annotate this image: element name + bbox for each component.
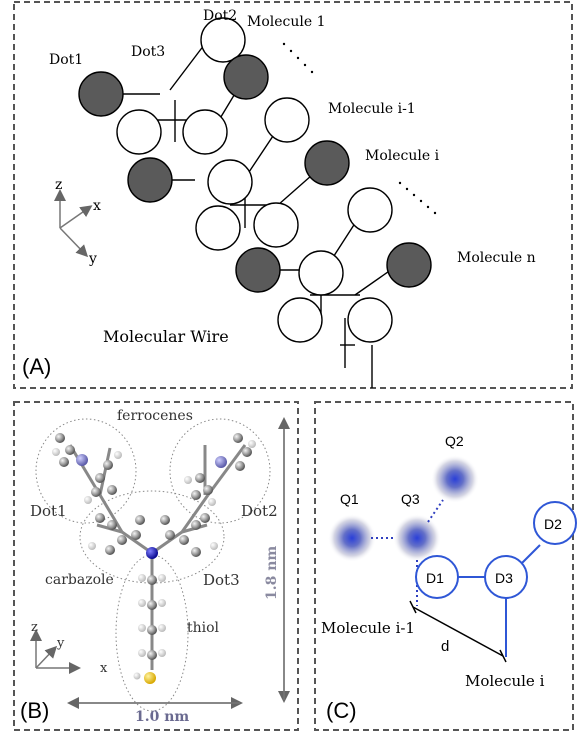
label-molecule-i-minus-1: Molecule i-1 [328, 101, 416, 117]
panel-a: Dot1 Dot2 Dot3 Molecule 1 Molecule i-1 M… [13, 1, 573, 389]
axes-b [30, 629, 81, 674]
label-q3: Q3 [401, 491, 420, 507]
label-b-dot1: Dot1 [30, 502, 67, 520]
ellipsis-dots [282, 42, 437, 215]
label-molecule-i: Molecule i [365, 148, 440, 164]
label-dot1: Dot1 [49, 52, 83, 68]
axis-a-z: z [55, 177, 62, 193]
axis-b-y: y [56, 636, 65, 651]
panel-b-frame [13, 401, 299, 731]
dot-open-m4a [277, 297, 323, 343]
label-q2: Q2 [445, 433, 464, 449]
panel-c-frame [314, 401, 574, 731]
d3-circle [484, 555, 528, 599]
label-ferrocenes: ferrocenes [117, 408, 193, 424]
dot-open-m3a [298, 250, 344, 296]
d2-circle [533, 501, 577, 545]
label-width: 1.0 nm [135, 709, 189, 725]
panel-a-frame [13, 1, 573, 389]
label-height: 1.8 nm [264, 546, 280, 600]
dimension-arrows [67, 417, 290, 709]
dot-open-m2top [264, 97, 310, 143]
axes-a [54, 189, 93, 258]
ferrocene-right [184, 433, 256, 506]
panel-a-label: (A) [22, 354, 51, 379]
label-thiol: thiol [187, 620, 220, 636]
label-d2: D2 [544, 516, 562, 532]
dot-filled-m3b [386, 242, 432, 288]
dot-open-m2c [195, 205, 241, 251]
axis-a-y: y [88, 251, 97, 267]
panel-b-label: (B) [20, 698, 49, 723]
label-distance-d: d [441, 638, 449, 655]
dot-filled-m1b [223, 54, 269, 100]
ferrocene-left [52, 433, 122, 504]
q3-site [393, 514, 441, 562]
label-dot3: Dot3 [131, 44, 165, 60]
dot1-filled [78, 71, 124, 117]
panel-a-title: Molecular Wire [103, 327, 229, 346]
dot-open-m4b [347, 297, 393, 343]
dot-open-m1a [116, 109, 162, 155]
label-carbazole: carbazole [45, 572, 114, 588]
dotted-links [371, 499, 444, 606]
label-c-molecule-i-minus-1: Molecule i-1 [321, 619, 415, 637]
wire-dots [78, 17, 432, 343]
dot-filled-m3 [235, 247, 281, 293]
molecule-i-dots [415, 501, 577, 657]
label-d1: D1 [426, 570, 444, 586]
dot-filled-m2b [304, 140, 350, 186]
dot-open-m2d [253, 202, 299, 248]
dot-filled-m2 [127, 157, 173, 203]
dot-open-m2a [207, 159, 253, 205]
carbazole-atoms [88, 513, 218, 559]
panel-c-label: (C) [326, 698, 357, 723]
label-b-dot3: Dot3 [203, 571, 240, 589]
q1-site [328, 514, 376, 562]
label-molecule-1: Molecule 1 [247, 14, 326, 30]
d1-circle [415, 555, 459, 599]
label-molecule-n: Molecule n [457, 250, 536, 266]
label-dot2: Dot2 [203, 8, 237, 24]
dot2-open [200, 17, 246, 63]
panel-b: ferrocenes Dot1 Dot2 Dot3 carbazole thio… [13, 401, 299, 731]
q2-site [431, 455, 479, 503]
label-q1: Q1 [340, 491, 359, 507]
panel-c: Q1 Q3 Q2 D1 D3 D2 Molecule i-1 Molecule … [314, 401, 577, 731]
distance-line [409, 600, 507, 663]
axis-a-x: x [93, 198, 101, 214]
label-b-dot2: Dot2 [241, 502, 278, 520]
axis-b-x: x [100, 661, 108, 676]
thiol-chain [133, 574, 166, 684]
dot3-open [182, 109, 228, 155]
axis-b-z: z [31, 620, 38, 635]
label-d3: D3 [495, 570, 513, 586]
dot-open-m3top [347, 187, 393, 233]
label-c-molecule-i: Molecule i [465, 672, 545, 690]
